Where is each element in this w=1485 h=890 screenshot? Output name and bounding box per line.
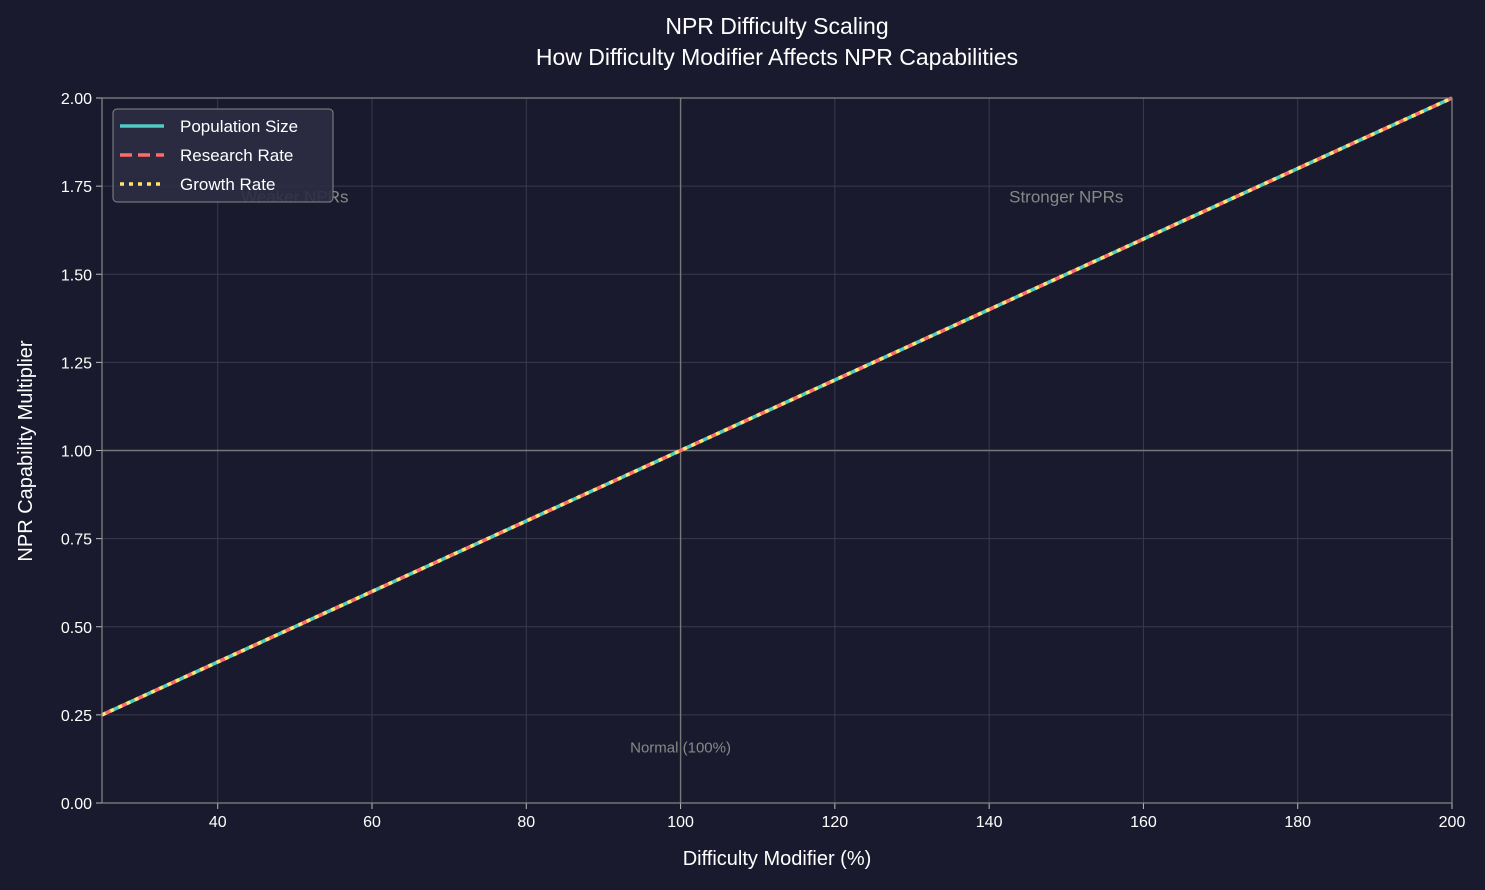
legend-label: Research Rate — [180, 146, 293, 165]
legend: Population Size Research Rate Growth Rate — [112, 108, 334, 203]
annotation: Stronger NPRs — [1009, 188, 1123, 207]
y-tick-label: 0.25 — [61, 708, 92, 725]
y-tick-label: 1.75 — [61, 179, 92, 196]
y-tick-label: 1.25 — [61, 355, 92, 372]
series-line-growth-rate — [101, 96, 1453, 717]
series-line-research-rate — [101, 96, 1453, 717]
x-axis-label: Difficulty Modifier (%) — [683, 848, 872, 870]
chart-subtitle: How Difficulty Modifier Affects NPR Capa… — [536, 44, 1018, 70]
x-tick-label: 180 — [1284, 814, 1311, 831]
x-tick-label: 200 — [1439, 814, 1466, 831]
legend-box — [112, 108, 334, 203]
y-tick-label: 2.00 — [61, 91, 92, 108]
x-tick-label: 140 — [976, 814, 1003, 831]
y-axis-label: NPR Capability Multiplier — [15, 340, 37, 562]
x-tick-label: 100 — [667, 814, 694, 831]
x-tick-label: 160 — [1130, 814, 1157, 831]
legend-label: Growth Rate — [180, 175, 275, 194]
y-tick-label: 0.00 — [61, 796, 92, 813]
annotation: Normal (100%) — [630, 740, 731, 757]
y-tick-label: 1.00 — [61, 444, 92, 461]
chart-title: NPR Difficulty Scaling — [665, 13, 888, 39]
y-tick-label: 1.50 — [61, 267, 92, 284]
x-tick-label: 60 — [363, 814, 381, 831]
x-tick-label: 40 — [209, 814, 227, 831]
x-tick-label: 80 — [517, 814, 535, 831]
plot-frame — [101, 97, 1453, 804]
y-tick-label: 0.50 — [61, 620, 92, 637]
legend-label: Population Size — [180, 117, 298, 136]
y-tick-label: 0.75 — [61, 532, 92, 549]
x-tick-label: 120 — [822, 814, 849, 831]
